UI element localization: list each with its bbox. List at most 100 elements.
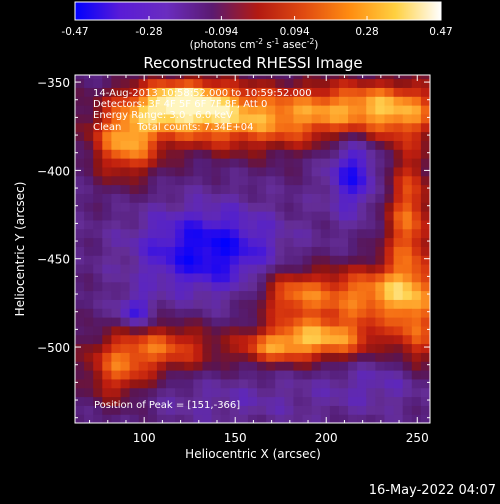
heatmap-cell bbox=[156, 122, 167, 133]
heatmap-cell bbox=[138, 105, 149, 115]
heatmap-cell bbox=[147, 211, 158, 221]
heatmap-cell bbox=[275, 308, 285, 318]
heatmap-cell bbox=[393, 299, 404, 309]
colorbar-ticks bbox=[74, 16, 442, 20]
heatmap-cell bbox=[147, 308, 158, 318]
heatmap-cell bbox=[357, 396, 367, 406]
heatmap-cell bbox=[229, 219, 240, 230]
heatmap-cell bbox=[111, 255, 122, 265]
heatmap-cell bbox=[238, 387, 249, 398]
heatmap-cell bbox=[284, 308, 295, 318]
heatmap-cell bbox=[166, 246, 176, 256]
heatmap-cell bbox=[411, 272, 422, 283]
heatmap-cell bbox=[75, 343, 85, 353]
heatmap-cell bbox=[284, 105, 295, 115]
heatmap-cell bbox=[257, 75, 267, 80]
x-tick-label: 100 bbox=[133, 431, 156, 445]
heatmap-cell bbox=[284, 255, 295, 265]
heatmap-cell bbox=[247, 414, 258, 423]
heatmap-cell bbox=[138, 343, 149, 353]
heatmap-cell bbox=[184, 255, 194, 265]
heatmap-cell bbox=[84, 414, 94, 423]
heatmap-cell bbox=[193, 184, 204, 194]
heatmap-cell bbox=[266, 317, 276, 327]
heatmap-cell bbox=[129, 149, 140, 159]
heatmap-cell bbox=[129, 78, 140, 88]
heatmap-cell bbox=[420, 131, 430, 141]
heatmap-cell bbox=[129, 370, 140, 380]
heatmap-cell bbox=[175, 75, 185, 80]
heatmap-cell bbox=[120, 228, 131, 239]
heatmap-cell bbox=[420, 166, 430, 177]
heatmap-cell bbox=[193, 158, 204, 168]
heatmap-cell bbox=[93, 113, 103, 124]
heatmap-cell bbox=[111, 113, 122, 124]
heatmap-cell bbox=[411, 228, 422, 239]
heatmap-cell bbox=[420, 237, 430, 247]
heatmap-cell bbox=[348, 202, 358, 212]
heatmap-cell bbox=[357, 211, 367, 221]
colorbar-tick-label: 0.47 bbox=[429, 26, 452, 38]
heatmap-cell bbox=[257, 219, 267, 230]
heatmap-cell bbox=[320, 228, 331, 239]
heatmap-cell bbox=[166, 361, 176, 371]
heatmap-cell bbox=[329, 290, 340, 300]
heatmap-cell bbox=[75, 184, 85, 194]
heatmap-cell bbox=[320, 396, 331, 406]
heatmap-cell bbox=[75, 378, 85, 389]
heatmap-cell bbox=[156, 193, 167, 203]
heatmap-cell bbox=[129, 325, 140, 336]
heatmap-cell bbox=[129, 193, 140, 203]
heatmap-cell bbox=[338, 334, 349, 345]
heatmap-cell bbox=[348, 281, 358, 292]
heatmap-cell bbox=[220, 255, 231, 265]
heatmap-cell bbox=[229, 255, 240, 265]
heatmap-cell bbox=[257, 352, 267, 362]
heatmap-cell bbox=[138, 378, 149, 389]
heatmap-cell bbox=[338, 202, 349, 212]
heatmap-cell bbox=[284, 175, 295, 186]
heatmap-cell bbox=[184, 308, 194, 318]
heatmap-cell bbox=[311, 140, 322, 150]
heatmap-cell bbox=[284, 405, 295, 415]
heatmap-cell bbox=[293, 352, 304, 362]
heatmap-cell bbox=[420, 387, 430, 398]
heatmap-cell bbox=[338, 255, 349, 265]
heatmap-cell bbox=[220, 105, 231, 115]
heatmap-cell bbox=[302, 78, 313, 88]
heatmap-cell bbox=[311, 396, 322, 406]
heatmap-cell bbox=[93, 361, 103, 371]
heatmap-cell bbox=[284, 228, 295, 239]
heatmap-cell bbox=[247, 361, 258, 371]
heatmap-cell bbox=[357, 75, 367, 80]
heatmap-cell bbox=[357, 237, 367, 247]
heatmap-cell bbox=[229, 317, 240, 327]
heatmap-cell bbox=[75, 131, 85, 141]
heatmap-cell bbox=[156, 334, 167, 345]
heatmap-cell bbox=[320, 281, 331, 292]
heatmap-cell bbox=[275, 75, 285, 80]
heatmap-cell bbox=[411, 343, 422, 353]
heatmap-cell bbox=[275, 334, 285, 345]
heatmap-cell bbox=[329, 166, 340, 177]
chart-title: Reconstructed RHESSI Image bbox=[143, 54, 362, 72]
heatmap-cell bbox=[166, 166, 176, 177]
heatmap-cell bbox=[411, 193, 422, 203]
heatmap-cell bbox=[211, 308, 222, 318]
heatmap-cell bbox=[193, 122, 204, 133]
heatmap-cell bbox=[202, 317, 213, 327]
heatmap-cell bbox=[357, 166, 367, 177]
heatmap-cell bbox=[293, 219, 304, 230]
heatmap-cell bbox=[338, 158, 349, 168]
info-line-detectors: Detectors: 3F 4F 5F 6F 7F 8F, Att 0 bbox=[93, 99, 267, 110]
heatmap-cell bbox=[411, 166, 422, 177]
heatmap-cell bbox=[175, 264, 185, 274]
heatmap-cell bbox=[329, 361, 340, 371]
heatmap-cell bbox=[311, 370, 322, 380]
heatmap-cell bbox=[211, 105, 222, 115]
heatmap-cell bbox=[384, 405, 395, 415]
heatmap-cell bbox=[75, 96, 85, 106]
heatmap-cell bbox=[348, 175, 358, 186]
heatmap-cell bbox=[120, 255, 131, 265]
heatmap-cell bbox=[247, 308, 258, 318]
